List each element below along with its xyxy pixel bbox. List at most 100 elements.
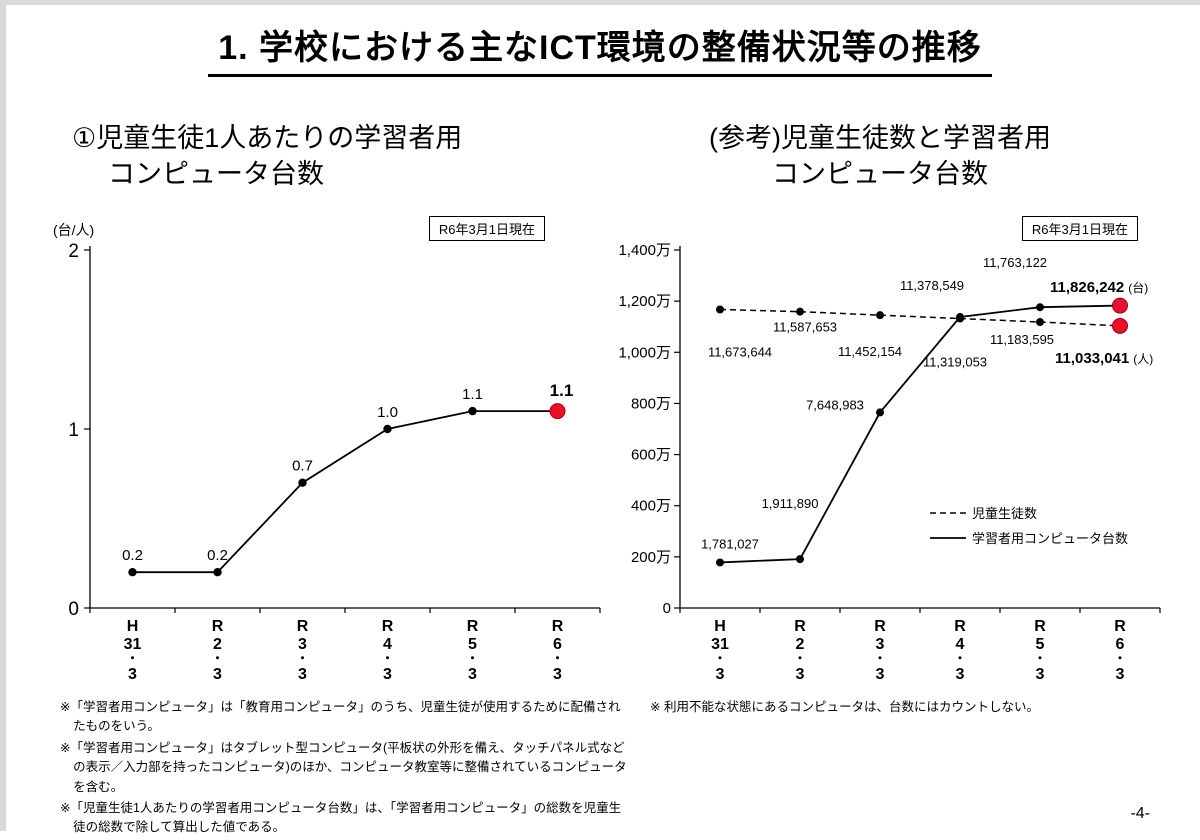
y-axis-tick-label: 1,000万 (618, 344, 671, 361)
left-date-badge: R6年3月1日現在 (428, 216, 545, 241)
data-point (876, 311, 884, 320)
x-axis-tick-label: R (874, 618, 886, 635)
right-chart-heading-line2: コンピュータ台数 (772, 159, 988, 190)
x-axis-tick-label: ・ (551, 651, 563, 665)
page-edge-left (0, 0, 6, 831)
x-axis-tick-label: R (297, 618, 309, 635)
x-axis-tick-label: 6 (553, 636, 562, 653)
right-chart-heading: (参考)児童生徒数と学習者用 コンピュータ台数 (640, 120, 1120, 193)
x-axis-tick-label: 3 (796, 666, 805, 683)
x-axis-tick-label: 3 (213, 666, 222, 683)
footnote: ※「学習者用コンピュータ」はタブレット型コンピュータ(平板状の外形を備え、タッチ… (60, 740, 627, 794)
footnote: ※「児童生徒1人あたりの学習者用コンピュータ台数」は、「学習者用コンピュータ」の… (60, 800, 622, 835)
y-axis-tick-label: 0 (68, 599, 79, 620)
x-axis-tick-label: 5 (468, 636, 477, 653)
x-axis-tick-label: 31 (711, 636, 729, 653)
x-axis-tick-label: 2 (213, 636, 222, 653)
x-axis-tick-label: ・ (874, 651, 886, 665)
x-axis-tick-label: 3 (876, 636, 885, 653)
x-axis-tick-label: R (794, 618, 806, 635)
data-label: 0.2 (207, 547, 228, 564)
x-axis-tick-label: 3 (298, 636, 307, 653)
x-axis-tick-label: R (954, 618, 966, 635)
data-point (716, 558, 724, 567)
y-axis-tick-label: 400万 (631, 498, 671, 515)
x-axis-tick-label: ・ (126, 651, 138, 665)
x-axis-tick-label: ・ (381, 651, 393, 665)
page-edge-top (0, 0, 1200, 5)
data-label: 0.2 (122, 547, 143, 564)
data-point (716, 305, 724, 314)
data-point (128, 568, 137, 577)
x-axis-tick-label: R (382, 618, 394, 635)
data-label: 11,183,595 (990, 332, 1054, 347)
x-axis-tick-label: ・ (714, 651, 726, 665)
data-point (298, 478, 307, 487)
legend-label-computers: 学習者用コンピュータ台数 (972, 531, 1128, 546)
data-label: 11,673,644 (708, 344, 772, 359)
data-point (876, 408, 884, 417)
x-axis-tick-label: 3 (553, 666, 562, 683)
data-label: 11,378,549 (900, 278, 964, 293)
x-axis-tick-label: ・ (296, 651, 308, 665)
x-axis-tick-label: 3 (298, 666, 307, 683)
title-area: 1. 学校における主なICT環境の整備状況等の推移 (0, 20, 1200, 77)
data-label: 11,452,154 (838, 344, 902, 359)
data-label: 1.1 (550, 381, 574, 400)
data-point (796, 307, 804, 316)
page-number: -4- (1130, 805, 1150, 822)
x-axis-tick-label: ・ (1114, 651, 1126, 665)
footnote: ※「学習者用コンピュータ」は「教育用コンピュータ」のうち、児童生徒が使用するため… (60, 700, 621, 734)
data-label: 11,033,041 (人) (1055, 350, 1153, 367)
data-point (468, 406, 477, 416)
x-axis-tick-label: 6 (1116, 636, 1125, 653)
left-chart-area: (台/人) R6年3月1日現在 0 1 2 H 31 ・ 3 R 2 ・ 3 R 3 ・ 3 R 4 ・ 3 R 5 ・ 3… (45, 212, 625, 712)
x-axis-tick-label: 3 (128, 666, 137, 683)
x-axis-tick-label: H (714, 618, 726, 635)
highlighted-data-point (1112, 317, 1128, 334)
y-axis-tick-label: 600万 (631, 447, 671, 464)
x-axis-tick-label: 3 (876, 666, 885, 683)
footnote: ※ 利用不能な状態にあるコンピュータは、台数にはカウントしない。 (650, 700, 1039, 714)
x-axis-tick-label: ・ (466, 651, 478, 665)
x-axis-tick-label: ・ (954, 651, 966, 665)
page-title: 1. 学校における主なICT環境の整備状況等の推移 (208, 20, 992, 77)
x-axis-tick-label: R (1034, 618, 1046, 635)
series-line-computers (719, 304, 1121, 564)
x-axis-tick-label: 3 (1036, 666, 1045, 683)
x-axis-tick-label: R (1114, 618, 1126, 635)
data-label: 11,826,242 (台) (1050, 279, 1148, 296)
data-label: 11,587,653 (773, 320, 837, 335)
y-axis-tick-label: 1,200万 (618, 293, 671, 310)
data-label: 1.0 (377, 404, 398, 421)
x-axis-tick-label: 31 (124, 636, 142, 653)
left-chart-heading: ①児童生徒1人あたりの学習者用 コンピュータ台数 (72, 120, 462, 193)
data-point (383, 424, 392, 434)
x-axis-tick-label: ・ (794, 651, 806, 665)
data-point (796, 555, 804, 564)
data-label: 1.1 (462, 386, 483, 403)
data-label: 0.7 (292, 458, 313, 475)
y-axis-tick-label: 200万 (631, 549, 671, 566)
legend-label-students: 児童生徒数 (972, 506, 1037, 521)
series-line (132, 410, 558, 574)
x-axis-tick-label: R (467, 618, 479, 635)
x-axis-tick-label: ・ (211, 651, 223, 665)
highlighted-data-point (1112, 297, 1128, 314)
x-axis-tick-label: 3 (1116, 666, 1125, 683)
left-chart-heading-line2: コンピュータ台数 (108, 159, 324, 190)
x-axis-tick-label: 4 (383, 636, 392, 653)
x-axis-tick-label: 3 (956, 666, 965, 683)
left-footnotes: ※「学習者用コンピュータ」は「教育用コンピュータ」のうち、児童生徒が使用するため… (60, 698, 628, 840)
data-label: 1,911,890 (762, 496, 819, 511)
y-axis-tick-label: 2 (68, 241, 79, 262)
y-axis-tick-label: 0 (663, 600, 671, 617)
data-point (956, 313, 964, 322)
left-chart-heading-line1: ①児童生徒1人あたりの学習者用 (72, 123, 463, 153)
right-chart-area: R6年3月1日現在 0 200万 400万 600万 800万 1,000万 1,200万 1… (618, 212, 1200, 712)
data-label: 1,781,027 (701, 536, 759, 551)
highlighted-data-point (549, 403, 566, 420)
y-axis-tick-label: 1,400万 (618, 242, 671, 259)
